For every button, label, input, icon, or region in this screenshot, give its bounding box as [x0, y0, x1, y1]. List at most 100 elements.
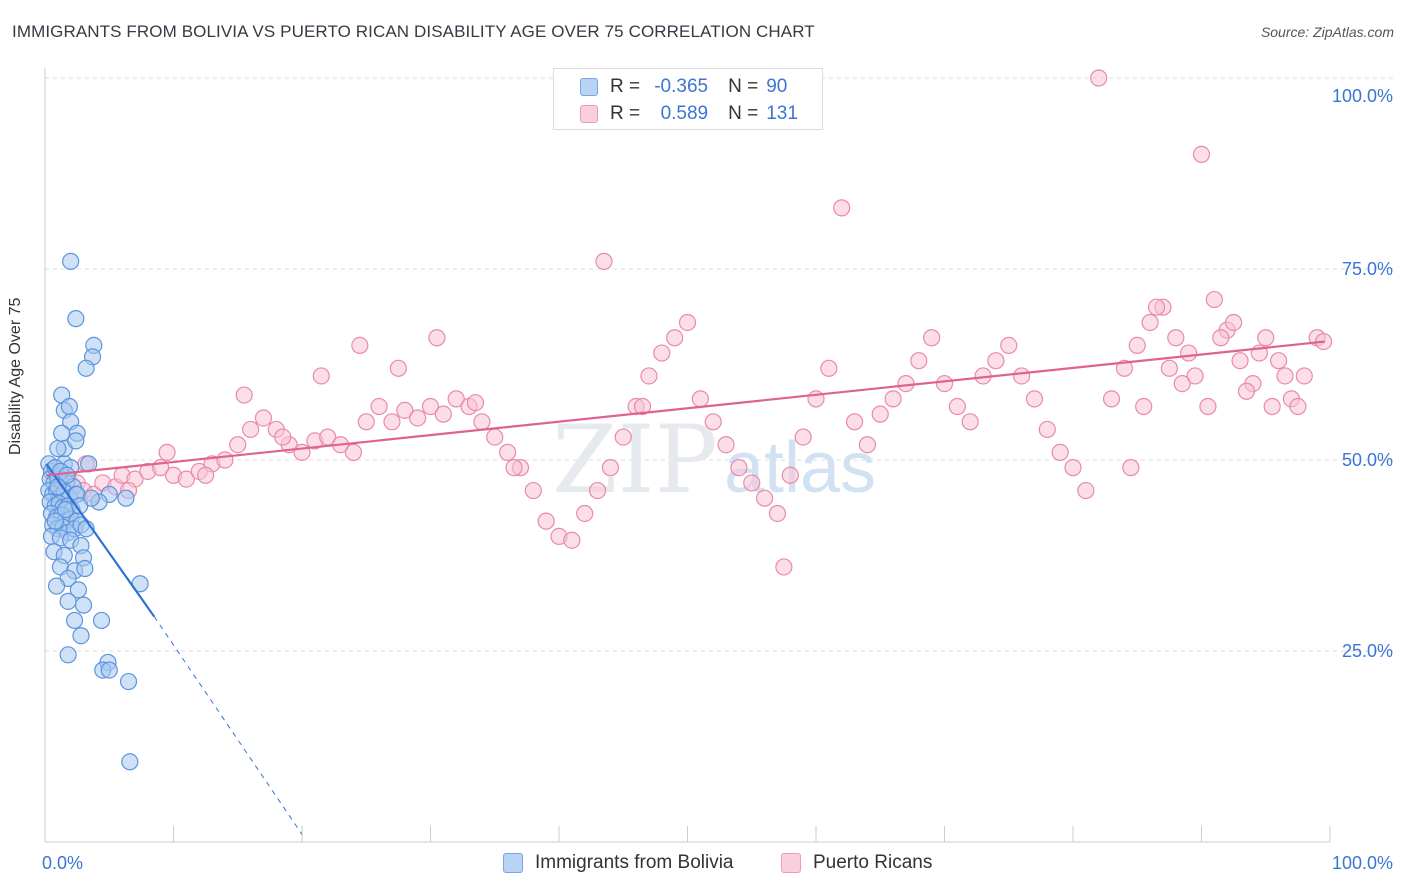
point-puerto-ricans — [1199, 397, 1217, 416]
point-bolivia — [67, 432, 85, 450]
point-puerto-ricans — [466, 394, 485, 412]
point-puerto-ricans — [1289, 397, 1307, 416]
legend-n-value: 131 — [766, 103, 798, 124]
point-puerto-ricans — [1192, 145, 1211, 163]
point-bolivia — [65, 611, 84, 630]
point-puerto-ricans — [935, 375, 954, 393]
point-puerto-ricans — [833, 199, 851, 217]
point-puerto-ricans — [1051, 443, 1069, 461]
point-puerto-ricans — [1135, 397, 1153, 416]
point-puerto-ricans — [389, 359, 407, 377]
point-puerto-ricans — [781, 466, 799, 484]
legend-row-bolivia: R = -0.365 N = 90 — [580, 75, 787, 99]
legend-swatch-bolivia — [503, 853, 523, 873]
point-puerto-ricans — [383, 413, 401, 431]
legend-row-puerto-ricans: R = 0.589 N = 131 — [580, 102, 798, 126]
point-puerto-ricans — [409, 409, 427, 427]
point-puerto-ricans — [434, 405, 452, 423]
y-axis-label: Disability Age Over 75 — [7, 297, 24, 455]
point-puerto-ricans — [177, 470, 195, 488]
legend-n-value: 90 — [766, 76, 788, 97]
point-puerto-ricans — [1122, 459, 1140, 477]
point-bolivia — [58, 466, 76, 484]
point-puerto-ricans — [229, 436, 247, 454]
point-puerto-ricans — [505, 459, 523, 477]
point-bolivia — [119, 672, 138, 691]
legend-r-value: 0.589 — [660, 103, 709, 124]
legend-swatch-puerto-ricans — [580, 105, 598, 123]
point-puerto-ricans — [858, 436, 877, 454]
legend-item-bolivia[interactable]: Immigrants from Bolivia — [503, 852, 734, 874]
point-puerto-ricans — [640, 367, 658, 385]
point-puerto-ricans — [743, 474, 761, 492]
point-puerto-ricans — [845, 413, 864, 431]
point-puerto-ricans — [293, 443, 311, 461]
point-bolivia — [74, 596, 93, 614]
point-puerto-ricans — [948, 397, 966, 416]
point-puerto-ricans — [1186, 367, 1204, 385]
point-puerto-ricans — [633, 397, 652, 416]
point-puerto-ricans — [588, 481, 607, 500]
point-puerto-ricans — [1064, 459, 1082, 477]
point-puerto-ricans — [871, 405, 889, 423]
point-bolivia — [71, 497, 89, 515]
trend-line-puerto-ricans — [46, 340, 1325, 477]
point-bolivia — [69, 581, 88, 599]
point-puerto-ricans — [775, 558, 793, 576]
legend-n-label: N = — [728, 103, 759, 124]
point-bolivia — [67, 310, 85, 328]
point-bolivia — [46, 512, 64, 530]
series-legend: Immigrants from Bolivia Puerto Ricans — [0, 852, 1406, 878]
y-tick-label: 50.0% — [1342, 450, 1393, 470]
point-puerto-ricans — [1237, 382, 1256, 400]
point-puerto-ricans — [1090, 69, 1108, 87]
y-tick-label: 25.0% — [1342, 641, 1393, 661]
point-puerto-ricans — [1115, 359, 1134, 377]
x-tick-label: 0.0% — [42, 853, 83, 873]
point-puerto-ricans — [691, 390, 709, 408]
point-bolivia — [100, 661, 118, 679]
point-puerto-ricans — [421, 397, 440, 416]
point-puerto-ricans — [1225, 313, 1243, 332]
point-puerto-ricans — [486, 428, 504, 446]
point-bolivia — [53, 424, 71, 442]
point-puerto-ricans — [499, 443, 517, 461]
point-bolivia — [62, 252, 80, 270]
legend-swatch-puerto-ricans — [781, 853, 801, 873]
point-puerto-ricans — [614, 428, 632, 446]
x-tick-label: 100.0% — [1332, 853, 1393, 873]
point-bolivia — [59, 592, 77, 610]
y-tick-label: 100.0% — [1332, 86, 1393, 106]
point-puerto-ricans — [537, 512, 555, 530]
point-puerto-ricans — [1173, 375, 1191, 393]
point-puerto-ricans — [473, 413, 491, 431]
point-puerto-ricans — [235, 386, 253, 404]
point-puerto-ricans — [1180, 344, 1198, 362]
point-puerto-ricans — [884, 390, 902, 408]
point-puerto-ricans — [1263, 397, 1281, 416]
point-bolivia — [60, 397, 79, 416]
point-puerto-ricans — [910, 352, 928, 370]
tick-labels: 25.0% 50.0% 75.0% 100.0% 0.0% 100.0% — [42, 86, 1393, 873]
legend-item-puerto-ricans[interactable]: Puerto Ricans — [781, 852, 932, 874]
point-puerto-ricans — [717, 436, 735, 454]
point-bolivia — [117, 489, 135, 507]
point-puerto-ricans — [1102, 390, 1121, 408]
legend-swatch-bolivia — [580, 78, 598, 96]
point-puerto-ricans — [216, 451, 234, 469]
point-puerto-ricans — [370, 397, 388, 416]
point-puerto-ricans — [1038, 420, 1056, 439]
legend-n-label: N = — [728, 76, 759, 97]
point-puerto-ricans — [961, 413, 979, 431]
point-puerto-ricans — [601, 459, 620, 477]
point-puerto-ricans — [1160, 359, 1178, 377]
point-puerto-ricans — [820, 359, 838, 377]
point-bolivia — [49, 439, 67, 458]
point-puerto-ricans — [351, 336, 369, 354]
trend-lines — [45, 340, 1325, 835]
point-puerto-ricans — [357, 413, 375, 431]
point-puerto-ricans — [1167, 329, 1185, 347]
point-puerto-ricans — [576, 504, 594, 523]
point-puerto-ricans — [595, 252, 613, 270]
